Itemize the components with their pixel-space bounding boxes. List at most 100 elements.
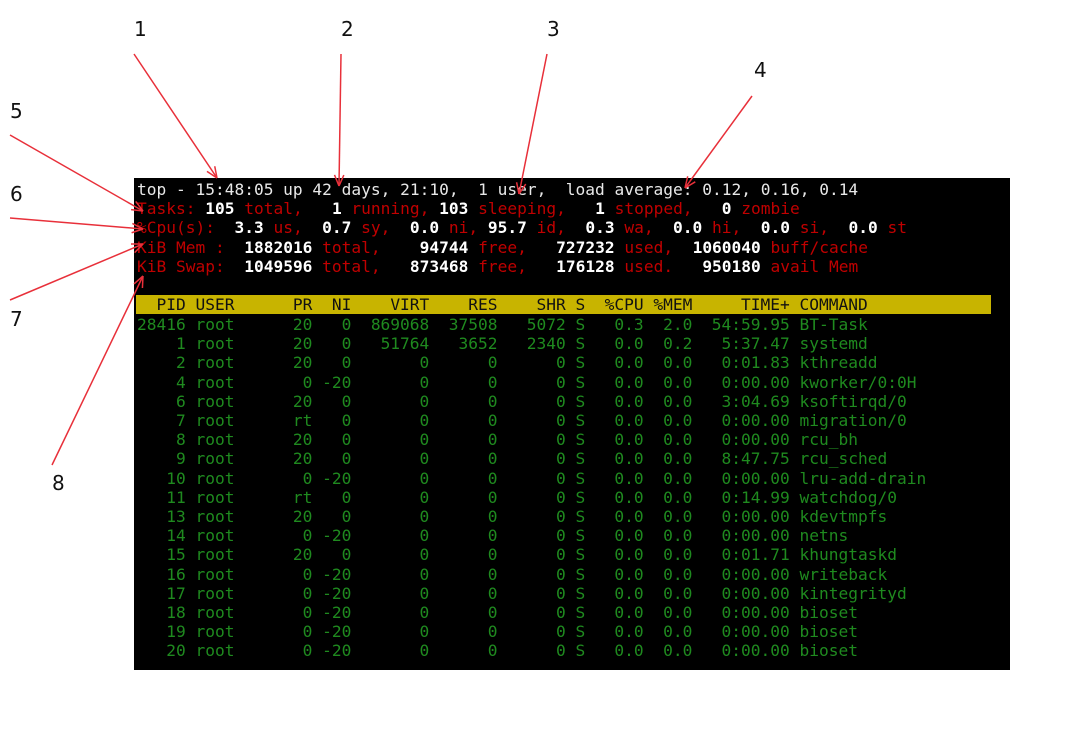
cell-pct-cpu: 0.0: [614, 545, 644, 565]
cell-pct-mem: 0.0: [663, 353, 693, 373]
cpu-label: us,: [263, 218, 303, 237]
cell-pct-cpu: 0.0: [614, 353, 644, 373]
cell-command: lru-add-drain: [799, 468, 927, 488]
cpu-label: hi,: [702, 218, 742, 237]
cell-s: S: [575, 583, 586, 603]
process-row[interactable]: 28416 root 20 0 869068 37508 5072 S 0.3 2.0 54:59.…: [137, 315, 868, 334]
process-row[interactable]: 11 root rt 0 0 0 0 S 0.0 0.0 0:14.99 watchdog/0: [137, 488, 897, 507]
cpu-value: 95.7: [478, 218, 527, 237]
cell-s: S: [575, 315, 586, 334]
process-row[interactable]: 2 root 20 0 0 0 0 S 0.0 0.0 0:01.83 kthreadd: [137, 353, 878, 373]
cpu-value: 0.0: [829, 218, 878, 237]
cell-pr: 20: [292, 449, 313, 469]
column-header-user: USER: [195, 295, 235, 314]
cell-virt: 0: [419, 545, 430, 565]
cell-pct-cpu: 0.0: [614, 430, 644, 450]
cell-ni: 0: [341, 353, 352, 373]
annotation-label-8: 8: [52, 471, 65, 495]
tasks-value: 1: [565, 199, 605, 218]
cell-pr: 0: [302, 641, 313, 661]
cell-command: kworker/0:0H: [799, 372, 917, 392]
cell-res: 0: [487, 353, 498, 373]
annotation-arrow-2: [338, 53, 342, 187]
cell-s: S: [575, 468, 586, 488]
cell-shr: 0: [555, 641, 566, 661]
cell-virt: 0: [419, 391, 430, 411]
process-row[interactable]: 16 root 0 -20 0 0 0 S 0.0 0.0 0:00.00 writeback: [137, 565, 887, 584]
mem-value: 1882016: [224, 238, 313, 257]
process-row[interactable]: 20 root 0 -20 0 0 0 S 0.0 0.0 0:00.00 bioset: [137, 641, 858, 660]
cell-command: BT-Task: [799, 315, 868, 334]
cpu-label: ni,: [439, 218, 479, 237]
cell-ni: -20: [322, 468, 352, 488]
arrowhead-icon: [133, 275, 144, 285]
tasks-value: 105: [195, 199, 235, 218]
cell-user: root: [195, 545, 235, 565]
tasks-label: sleeping,: [468, 199, 566, 218]
cell-s: S: [575, 411, 586, 430]
cell-virt: 0: [419, 641, 430, 661]
cell-pct-cpu: 0.0: [614, 468, 644, 488]
process-row[interactable]: 10 root 0 -20 0 0 0 S 0.0 0.0 0:00.00 lru-add-drain: [137, 469, 926, 488]
cell-virt: 0: [419, 583, 430, 603]
process-row[interactable]: 15 root 20 0 0 0 0 S 0.0 0.0 0:01.71 khungtaskd: [137, 545, 897, 564]
column-header-res: RES: [468, 295, 498, 314]
arrowhead-icon: [130, 208, 144, 212]
process-row[interactable]: 9 root 20 0 0 0 0 S 0.0 0.0 8:47.75 rcu_sched: [137, 449, 887, 468]
cell-pr: 0: [302, 622, 313, 642]
swap-value: 950180: [673, 257, 761, 276]
mem-value: 94744: [380, 238, 469, 257]
cell-command: ksoftirqd/0: [799, 391, 907, 411]
cell-command: bioset: [799, 622, 858, 642]
cell-pr: 20: [292, 391, 313, 411]
cell-s: S: [575, 564, 586, 584]
cell-pid: 16: [166, 564, 186, 584]
cell-user: root: [195, 641, 235, 661]
cell-s: S: [575, 641, 586, 661]
cell-pct-mem: 0.0: [663, 507, 693, 526]
cell-shr: 0: [555, 564, 566, 584]
mem-label: buff/cache: [760, 238, 868, 257]
process-row[interactable]: 6 root 20 0 0 0 0 S 0.0 0.0 3:04.69 ksoftirqd/0: [137, 392, 907, 411]
cell-virt: 0: [419, 507, 430, 526]
cell-pct-cpu: 0.0: [614, 526, 644, 546]
process-row[interactable]: 8 root 20 0 0 0 0 S 0.0 0.0 0:00.00 rcu_bh: [137, 430, 858, 449]
cell-time: 0:00.00: [721, 622, 790, 642]
cell-ni: -20: [322, 622, 352, 642]
cell-time: 8:47.75: [721, 449, 790, 469]
cell-s: S: [575, 603, 586, 622]
cell-time: 0:01.83: [721, 353, 790, 373]
process-row[interactable]: 18 root 0 -20 0 0 0 S 0.0 0.0 0:00.00 bioset: [137, 603, 858, 622]
cpu-label: si,: [790, 218, 829, 237]
cell-command: bioset: [799, 641, 858, 661]
mem-label: KiB Mem :: [137, 238, 225, 257]
cell-time: 54:59.95: [711, 315, 790, 334]
annotation-label-2: 2: [341, 17, 354, 41]
cell-shr: 0: [555, 372, 566, 392]
cell-time: 0:00.00: [721, 411, 790, 430]
cell-virt: 869068: [370, 315, 430, 334]
process-row[interactable]: 19 root 0 -20 0 0 0 S 0.0 0.0 0:00.00 bioset: [137, 622, 858, 641]
arrowhead-icon: [684, 181, 696, 189]
process-row[interactable]: 17 root 0 -20 0 0 0 S 0.0 0.0 0:00.00 kintegrityd: [137, 583, 906, 603]
process-row[interactable]: 1 root 20 0 51764 3652 2340 S 0.0 0.2 5:37.47 syste…: [137, 334, 868, 353]
process-row[interactable]: 7 root rt 0 0 0 0 S 0.0 0.0 0:00.00 migration/0: [137, 411, 907, 430]
cell-res: 3652: [458, 334, 498, 354]
process-row[interactable]: 13 root 20 0 0 0 0 S 0.0 0.0 0:00.00 kdevtmpfs: [137, 507, 887, 526]
cell-time: 0:00.00: [721, 583, 790, 603]
cell-s: S: [575, 430, 586, 450]
cell-res: 0: [487, 545, 498, 565]
cell-command: bioset: [799, 603, 858, 622]
cell-ni: -20: [322, 372, 352, 392]
process-row[interactable]: 4 root 0 -20 0 0 0 S 0.0 0.0 0:00.00 kworker/0:0H: [137, 373, 916, 392]
process-row[interactable]: 14 root 0 -20 0 0 0 S 0.0 0.0 0:00.00 netns: [137, 526, 848, 545]
cell-command: khungtaskd: [799, 545, 897, 565]
cell-pct-mem: 0.0: [663, 622, 693, 642]
cell-pid: 7: [175, 411, 186, 430]
cell-pid: 10: [166, 468, 186, 488]
cell-time: 0:00.00: [721, 641, 790, 661]
cell-pct-mem: 0.0: [663, 391, 693, 411]
arrowhead-icon: [135, 201, 144, 212]
swap-label: total,: [312, 257, 381, 276]
cell-res: 0: [487, 391, 498, 411]
